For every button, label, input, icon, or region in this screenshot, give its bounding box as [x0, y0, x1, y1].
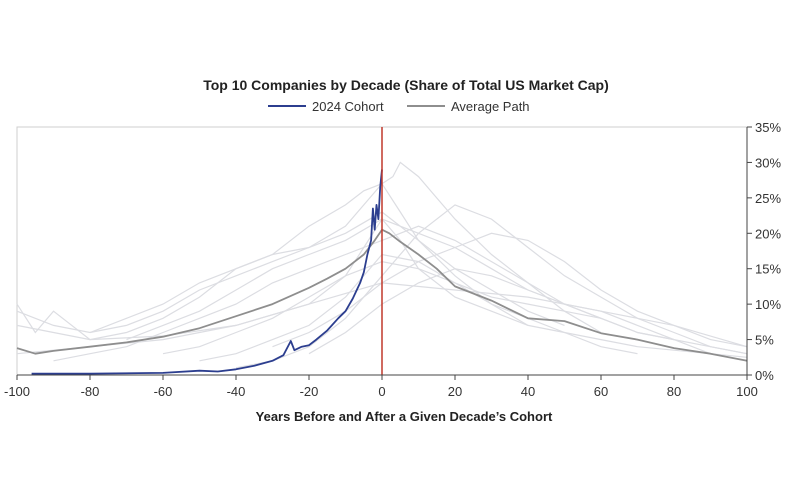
x-tick-label: 40 [521, 384, 535, 399]
y-tick-label: 35% [755, 120, 781, 135]
x-tick-label: -80 [81, 384, 100, 399]
x-tick-label: 0 [378, 384, 385, 399]
chart-title: Top 10 Companies by Decade (Share of Tot… [203, 77, 609, 93]
y-axis-ticks: 0% 5% 10% 15% 20% 25% 30% 35% [747, 120, 781, 383]
x-tick-label: -60 [154, 384, 173, 399]
x-tick-label: -40 [227, 384, 246, 399]
background-cohort-line-6 [235, 204, 748, 369]
x-tick-label: 100 [736, 384, 758, 399]
legend: 2024 Cohort Average Path [268, 99, 530, 114]
x-tick-label: 20 [448, 384, 462, 399]
x-tick-label: 80 [667, 384, 681, 399]
x-axis-ticks: -100 -80 -60 -40 -20 0 20 40 60 80 100 [4, 375, 758, 399]
x-axis-label: Years Before and After a Given Decade’s … [256, 409, 553, 424]
x-tick-label: -100 [4, 384, 30, 399]
y-tick-label: 30% [755, 155, 781, 170]
background-cohort-line-8 [126, 218, 602, 341]
y-tick-label: 25% [755, 191, 781, 206]
background-cohort-line-11 [272, 232, 748, 348]
y-tick-label: 5% [755, 333, 774, 348]
series-line-2024-cohort [31, 169, 383, 375]
background-cohort-line-10 [16, 211, 529, 334]
legend-label-2024-cohort: 2024 Cohort [312, 99, 384, 114]
x-tick-label: 60 [594, 384, 608, 399]
background-cohort-line-9 [199, 253, 638, 362]
x-tick-label: -20 [300, 384, 319, 399]
background-cohort-lines [16, 161, 748, 369]
y-tick-label: 0% [755, 368, 774, 383]
background-cohort-line-3 [89, 161, 602, 334]
legend-label-average-path: Average Path [451, 99, 530, 114]
y-tick-label: 10% [755, 297, 781, 312]
y-tick-label: 15% [755, 262, 781, 277]
y-tick-label: 20% [755, 226, 781, 241]
